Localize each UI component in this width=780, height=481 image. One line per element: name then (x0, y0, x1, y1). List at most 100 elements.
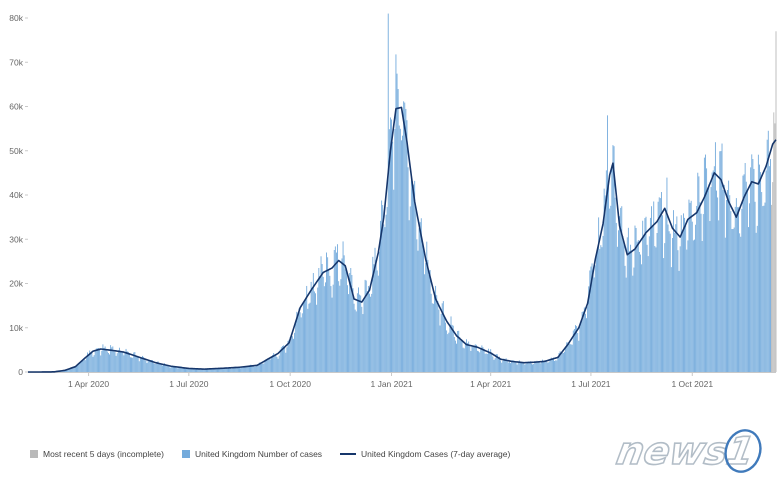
case-bar (549, 358, 551, 372)
case-bar (326, 252, 327, 372)
case-bar (521, 362, 522, 372)
case-bar (123, 355, 125, 372)
case-bar (428, 274, 430, 372)
case-bar (425, 262, 427, 372)
case-bar (137, 357, 139, 372)
recent-swatch-icon (30, 450, 38, 458)
case-bar (514, 361, 516, 372)
case-bar (569, 343, 571, 372)
case-bar (424, 274, 426, 372)
case-bar (670, 267, 672, 372)
case-bar (712, 170, 714, 372)
case-bar (641, 264, 643, 372)
case-bar (126, 351, 128, 372)
case-bar (504, 359, 506, 372)
case-bar (688, 199, 690, 372)
case-bar (398, 125, 400, 372)
case-bar (529, 361, 531, 372)
case-bar (273, 353, 275, 372)
case-bar (429, 270, 431, 372)
case-bar (513, 360, 515, 372)
case-bar (294, 332, 296, 372)
case-bar (286, 347, 288, 372)
case-bar (717, 197, 719, 372)
case-bar (649, 217, 651, 372)
case-bar (636, 241, 638, 372)
case-bar (267, 357, 269, 372)
case-bar (439, 325, 441, 372)
case-bar (523, 362, 525, 372)
case-bar (435, 285, 437, 372)
case-bar (733, 227, 735, 372)
case-bar (174, 366, 175, 372)
case-bar (358, 287, 359, 372)
case-bar (401, 140, 402, 372)
case-bar (228, 367, 229, 372)
case-bar (334, 246, 336, 372)
y-tick-label: 60k (9, 102, 23, 112)
case-bar (691, 221, 693, 372)
case-bar (534, 361, 536, 372)
case-bar (643, 235, 645, 372)
case-bar (757, 154, 759, 372)
case-bar (479, 352, 481, 372)
case-bar (646, 244, 648, 372)
seven-day-average-line (28, 106, 777, 373)
chart-legend: Most recent 5 days (incomplete) United K… (30, 449, 510, 459)
y-tick-label: 30k (9, 234, 23, 244)
case-bar (110, 345, 112, 372)
case-bar (240, 368, 242, 372)
case-bar (653, 201, 655, 372)
case-bar (246, 367, 248, 372)
case-bar (250, 364, 251, 372)
case-bar (99, 349, 101, 372)
case-bar (111, 347, 113, 372)
case-bar (525, 363, 527, 372)
case-bar (300, 317, 302, 372)
case-bar (169, 367, 171, 372)
case-bar (210, 368, 212, 372)
case-bar (170, 366, 172, 372)
case-bar (570, 344, 572, 372)
case-bar (457, 330, 459, 372)
case-bar (463, 348, 465, 372)
case-bar (209, 369, 211, 372)
case-bar (753, 168, 755, 372)
case-bar (668, 231, 670, 372)
case-bar (567, 342, 569, 372)
case-bar (512, 360, 514, 372)
case-bar (515, 362, 517, 372)
case-bar (551, 359, 553, 372)
case-bar (89, 350, 91, 372)
case-bar (556, 360, 558, 372)
case-bar (673, 210, 674, 372)
case-bar (771, 204, 773, 372)
case-bar (560, 353, 562, 372)
case-bar (754, 201, 756, 372)
case-bar (475, 344, 477, 372)
case-bar (483, 348, 485, 372)
case-bar (197, 368, 199, 372)
case-bar (663, 258, 665, 372)
case-bar (202, 368, 204, 372)
case-bar (221, 368, 223, 372)
case-bar (652, 226, 654, 372)
case-bar (381, 200, 383, 372)
case-bar (702, 214, 704, 372)
case-bar (257, 364, 259, 372)
case-bar (547, 362, 549, 372)
case-bar (224, 368, 226, 372)
case-bar (485, 353, 487, 372)
case-bar (709, 221, 711, 372)
case-bar (573, 329, 575, 372)
case-bar (548, 361, 550, 372)
case-bar (626, 237, 628, 372)
case-bar (259, 362, 261, 372)
case-bar (207, 369, 209, 372)
case-bar (324, 282, 326, 372)
case-bar (254, 366, 256, 372)
case-bar (593, 277, 595, 372)
case-bar (206, 369, 207, 372)
case-bar (714, 142, 716, 372)
case-bar (364, 279, 366, 372)
